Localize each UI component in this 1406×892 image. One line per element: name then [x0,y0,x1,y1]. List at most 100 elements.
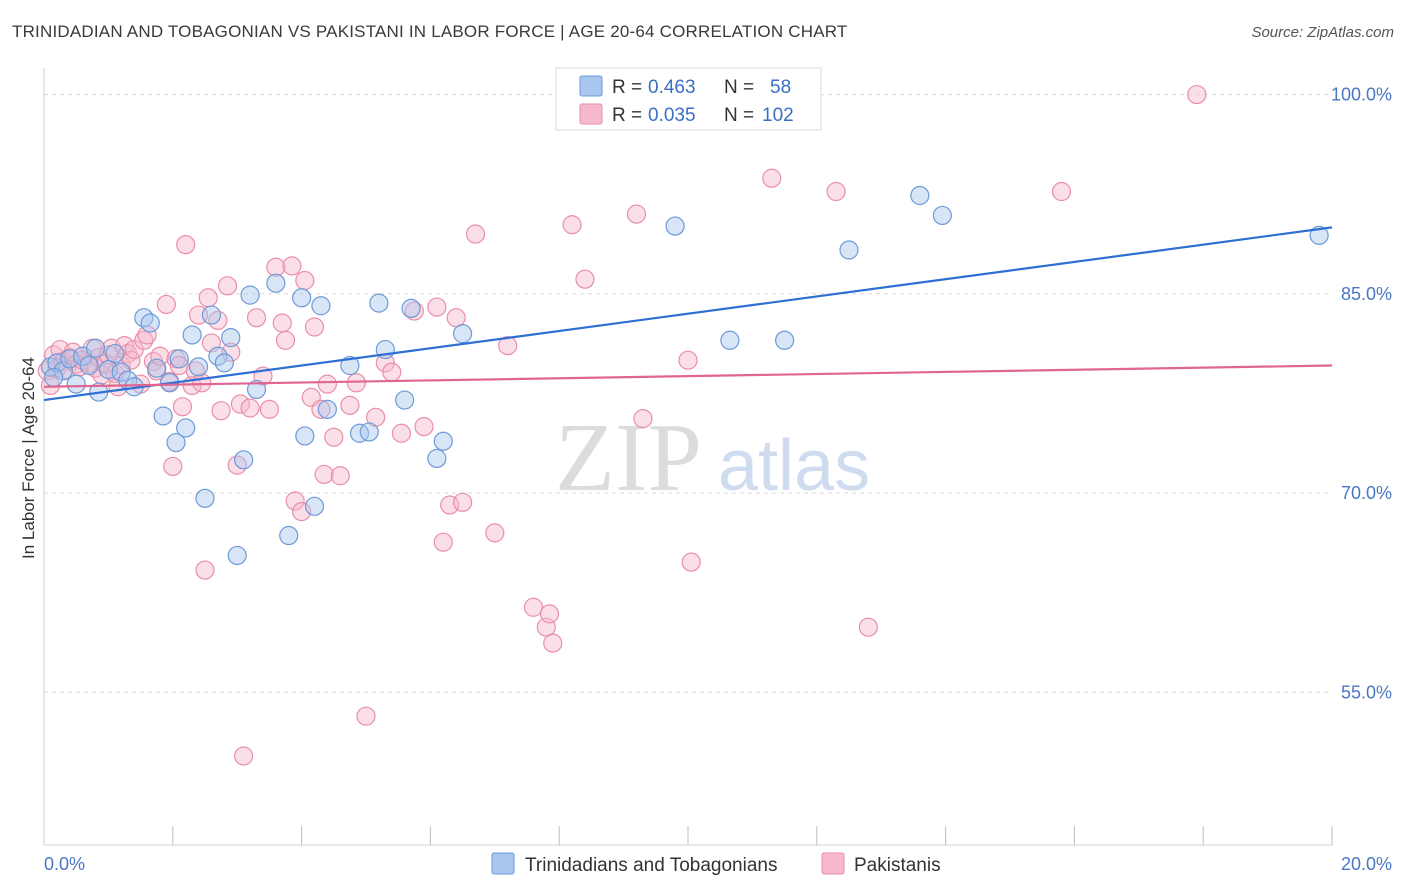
series-legend-swatch-pink [821,852,845,875]
y-tick-label: 100.0% [1331,85,1392,105]
trinidadian-point [401,298,421,319]
stats-legend-swatch-pink [579,103,603,125]
trinidadian-point [240,285,260,305]
series-legend-label-blue: Trinidadians and Tobagonians [525,855,777,876]
stats-legend-r-label-blue: R = [612,77,642,98]
trinidadian-point [317,399,337,419]
y-tick-label: 70.0% [1341,483,1392,503]
y-axis-title: In Labor Force | Age 20-64 [19,357,38,559]
trinidadian-point [111,362,131,382]
pakistani-point [330,466,350,486]
pakistani-point [156,294,176,315]
trinidadian-point [839,240,859,260]
trinidadian-point [453,324,473,344]
trinidadian-point [44,367,64,388]
pakistani-point [172,397,193,417]
pakistani-point [192,373,212,393]
trinidadian-point [340,355,360,376]
pakistani-point [453,492,473,512]
pakistani-point [295,270,315,291]
series-trinidadians [40,185,1329,566]
trinidadian-point [153,406,173,426]
stats-legend-r-label-pink: R = [612,105,642,126]
pakistani-point [340,395,360,415]
pakistani-point [134,330,154,350]
trinidadian-point [166,432,186,453]
trinidadian-point [188,357,209,377]
pakistani-point [272,313,292,333]
pakistani-point [446,308,466,328]
trinidadian-point [292,288,312,308]
trinidadian-point [105,343,125,364]
trinidadian-point [234,450,254,470]
trinidadian-point [359,422,379,442]
pakistani-point [1051,181,1072,202]
trinidadian-trend-line [43,226,1333,402]
trinidadian-point [369,293,389,313]
pakistani-point [485,523,505,543]
pakistani-point [304,317,325,337]
pakistani-point [282,256,302,276]
stats-legend-r-value-blue: 0.463 [648,77,696,98]
pakistani-point [259,399,279,419]
pakistani-point [198,288,218,308]
stats-legend-n-value-pink: 102 [762,105,794,126]
trinidadian-point [147,358,167,378]
series-legend-label-pink: Pakistanis [854,855,941,876]
chart-title: TRINIDADIAN AND TOBAGONIAN VS PAKISTANI … [12,22,848,41]
pakistani-point [633,409,653,429]
trinidadian-point [195,488,215,508]
trinidadian-point [665,216,685,236]
series-legend: Trinidadians and Tobagonians Pakistanis [491,852,941,876]
pakistani-trend-line [43,364,1333,388]
trinidadian-point [201,305,222,325]
pakistani-point [317,374,337,394]
pakistani-point [176,235,196,255]
pakistani-point [217,276,238,296]
pakistani-point [543,633,563,653]
x-tick-label-max: 20.0% [1341,854,1392,874]
pakistani-point [324,427,344,447]
pakistani-point [150,346,170,366]
source-label: Source: ZipAtlas.com [1251,24,1394,41]
pakistani-point [227,455,247,475]
x-tick-label-min: 0.0% [44,854,85,874]
trinidadian-point [1309,225,1329,245]
stats-legend-n-value-blue: 58 [770,77,791,98]
trinidadian-point [47,353,67,373]
pakistani-point [211,401,231,421]
stats-legend-n-label-blue: N = [724,77,754,98]
trinidadian-point [214,353,234,373]
stats-legend-swatch-blue [579,75,603,97]
pakistani-point [275,330,296,350]
trinidadian-point [311,296,331,316]
pakistani-point [498,335,518,356]
trinidadian-point [932,205,952,226]
trinidadian-point [176,418,196,438]
trinidadian-point [182,325,202,345]
pakistani-point [163,456,183,477]
pakistani-point [465,224,486,244]
stats-legend: R = 0.463 N = 58 R = 0.035 N = 102 [555,67,822,131]
trinidadian-point [53,361,73,381]
pakistani-point [681,552,701,572]
pakistani-point [1187,84,1207,105]
pakistani-point [404,301,424,321]
pakistani-point [562,215,582,235]
watermark-zip: ZIP [555,404,702,512]
series-pakistanis [37,84,1207,766]
trinidadian-point [79,355,99,376]
pakistani-point [311,399,331,419]
pakistani-point [221,342,241,362]
y-tick-label: 85.0% [1341,284,1392,304]
pakistani-point [678,350,698,370]
trinidadian-point [169,349,189,369]
pakistani-point [523,597,544,617]
pakistani-point [391,423,412,443]
pakistani-point [230,394,251,414]
trinidadian-point [427,448,447,469]
watermark-atlas: atlas [718,426,870,506]
pakistani-point [314,464,334,485]
stats-legend-r-value-pink: 0.035 [648,105,696,126]
pakistani-point [762,168,782,188]
